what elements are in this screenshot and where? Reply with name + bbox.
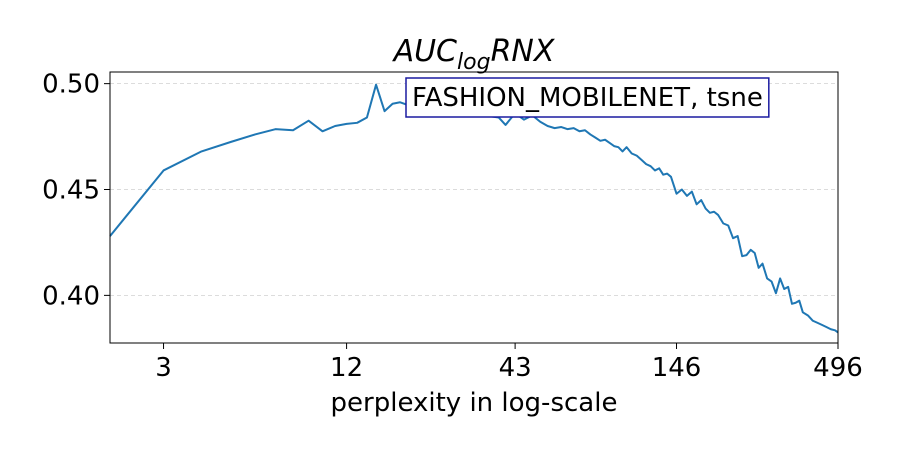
chart-title: AUClogRNX bbox=[392, 34, 556, 75]
title-subscript: log bbox=[457, 50, 491, 75]
title-suffix: RNX bbox=[491, 34, 556, 69]
y-tick-label: 0.40 bbox=[42, 281, 100, 311]
x-axis-label: perplexity in log-scale bbox=[331, 388, 618, 418]
title-main: AUC bbox=[392, 34, 457, 69]
x-tick-label: 146 bbox=[652, 353, 702, 383]
legend-text: FASHION_MOBILENET, tsne bbox=[412, 83, 763, 113]
legend-border bbox=[405, 77, 770, 118]
x-tick-label: 43 bbox=[499, 353, 532, 383]
axes-frame bbox=[109, 71, 839, 344]
series-line bbox=[109, 83, 839, 334]
x-tick-label: 3 bbox=[155, 353, 172, 383]
y-tick-label: 0.50 bbox=[42, 70, 100, 100]
y-tick-label: 0.45 bbox=[42, 176, 100, 206]
x-tick-label: 12 bbox=[330, 353, 363, 383]
plot-area bbox=[109, 83, 839, 334]
legend-box: FASHION_MOBILENET, tsne bbox=[405, 77, 770, 118]
axes: 3 12 43 146 496 0.40 0.45 0.50 bbox=[42, 70, 863, 383]
x-tick-label: 496 bbox=[813, 353, 863, 383]
